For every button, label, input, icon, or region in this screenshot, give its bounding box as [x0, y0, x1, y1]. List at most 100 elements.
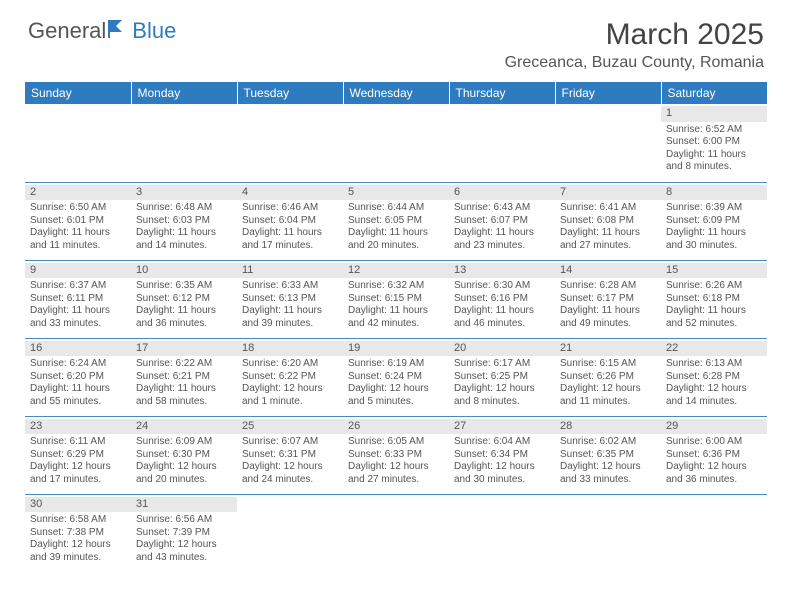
sunrise-text: Sunrise: 6:44 AM — [348, 202, 444, 215]
daylight-text: and 55 minutes. — [30, 396, 126, 409]
calendar-cell — [237, 494, 343, 572]
daylight-text: Daylight: 11 hours — [666, 305, 762, 318]
sunset-text: Sunset: 6:13 PM — [242, 293, 338, 306]
daylight-text: and 49 minutes. — [560, 318, 656, 331]
month-title: March 2025 — [505, 18, 764, 52]
daylight-text: and 27 minutes. — [348, 474, 444, 487]
calendar-cell — [131, 104, 237, 182]
calendar-cell: 8Sunrise: 6:39 AMSunset: 6:09 PMDaylight… — [661, 182, 767, 260]
sunset-text: Sunset: 6:15 PM — [348, 293, 444, 306]
day-number: 6 — [449, 185, 555, 201]
daylight-text: and 14 minutes. — [666, 396, 762, 409]
daylight-text: Daylight: 12 hours — [560, 383, 656, 396]
sunrise-text: Sunrise: 6:02 AM — [560, 436, 656, 449]
calendar-cell: 28Sunrise: 6:02 AMSunset: 6:35 PMDayligh… — [555, 416, 661, 494]
sunrise-text: Sunrise: 6:30 AM — [454, 280, 550, 293]
header: General Blue March 2025 Greceanca, Buzau… — [0, 0, 792, 76]
calendar-cell: 4Sunrise: 6:46 AMSunset: 6:04 PMDaylight… — [237, 182, 343, 260]
calendar-cell: 2Sunrise: 6:50 AMSunset: 6:01 PMDaylight… — [25, 182, 131, 260]
calendar-cell: 30Sunrise: 6:58 AMSunset: 7:38 PMDayligh… — [25, 494, 131, 572]
col-saturday: Saturday — [661, 82, 767, 104]
day-number: 3 — [131, 185, 237, 201]
calendar-cell: 22Sunrise: 6:13 AMSunset: 6:28 PMDayligh… — [661, 338, 767, 416]
sunrise-text: Sunrise: 6:09 AM — [136, 436, 232, 449]
daylight-text: Daylight: 12 hours — [560, 461, 656, 474]
logo-flag-icon — [108, 18, 130, 44]
sunset-text: Sunset: 6:16 PM — [454, 293, 550, 306]
daylight-text: Daylight: 12 hours — [242, 383, 338, 396]
calendar-cell: 3Sunrise: 6:48 AMSunset: 6:03 PMDaylight… — [131, 182, 237, 260]
calendar-cell: 25Sunrise: 6:07 AMSunset: 6:31 PMDayligh… — [237, 416, 343, 494]
sunset-text: Sunset: 6:03 PM — [136, 215, 232, 228]
daylight-text: and 11 minutes. — [30, 240, 126, 253]
daylight-text: Daylight: 11 hours — [242, 305, 338, 318]
sunrise-text: Sunrise: 6:28 AM — [560, 280, 656, 293]
calendar-cell: 20Sunrise: 6:17 AMSunset: 6:25 PMDayligh… — [449, 338, 555, 416]
day-number: 19 — [343, 341, 449, 357]
sunset-text: Sunset: 6:21 PM — [136, 371, 232, 384]
daylight-text: and 24 minutes. — [242, 474, 338, 487]
sunrise-text: Sunrise: 6:35 AM — [136, 280, 232, 293]
daylight-text: Daylight: 11 hours — [136, 305, 232, 318]
sunrise-text: Sunrise: 6:20 AM — [242, 358, 338, 371]
day-number: 22 — [661, 341, 767, 357]
logo-text-1: General — [28, 18, 106, 44]
daylight-text: Daylight: 12 hours — [454, 461, 550, 474]
daylight-text: Daylight: 11 hours — [30, 305, 126, 318]
day-number: 28 — [555, 419, 661, 435]
sunset-text: Sunset: 6:09 PM — [666, 215, 762, 228]
sunrise-text: Sunrise: 6:33 AM — [242, 280, 338, 293]
day-number: 27 — [449, 419, 555, 435]
daylight-text: Daylight: 11 hours — [242, 227, 338, 240]
daylight-text: Daylight: 11 hours — [666, 227, 762, 240]
sunrise-text: Sunrise: 6:24 AM — [30, 358, 126, 371]
daylight-text: Daylight: 11 hours — [136, 227, 232, 240]
daylight-text: Daylight: 11 hours — [560, 227, 656, 240]
calendar-row: 16Sunrise: 6:24 AMSunset: 6:20 PMDayligh… — [25, 338, 767, 416]
daylight-text: Daylight: 12 hours — [348, 461, 444, 474]
calendar-row: 2Sunrise: 6:50 AMSunset: 6:01 PMDaylight… — [25, 182, 767, 260]
daylight-text: Daylight: 11 hours — [454, 227, 550, 240]
daylight-text: and 8 minutes. — [666, 161, 762, 174]
col-wednesday: Wednesday — [343, 82, 449, 104]
col-thursday: Thursday — [449, 82, 555, 104]
daylight-text: and 17 minutes. — [242, 240, 338, 253]
day-number: 15 — [661, 263, 767, 279]
daylight-text: Daylight: 11 hours — [454, 305, 550, 318]
calendar-row: 23Sunrise: 6:11 AMSunset: 6:29 PMDayligh… — [25, 416, 767, 494]
calendar-cell — [237, 104, 343, 182]
sunrise-text: Sunrise: 6:11 AM — [30, 436, 126, 449]
daylight-text: and 23 minutes. — [454, 240, 550, 253]
day-number: 1 — [661, 106, 767, 122]
sunrise-text: Sunrise: 6:56 AM — [136, 514, 232, 527]
calendar-cell: 23Sunrise: 6:11 AMSunset: 6:29 PMDayligh… — [25, 416, 131, 494]
calendar-cell: 1Sunrise: 6:52 AMSunset: 6:00 PMDaylight… — [661, 104, 767, 182]
location: Greceanca, Buzau County, Romania — [505, 54, 764, 72]
daylight-text: Daylight: 12 hours — [666, 461, 762, 474]
day-number: 18 — [237, 341, 343, 357]
day-number: 5 — [343, 185, 449, 201]
calendar-cell — [555, 104, 661, 182]
sunrise-text: Sunrise: 6:37 AM — [30, 280, 126, 293]
sunrise-text: Sunrise: 6:13 AM — [666, 358, 762, 371]
calendar-cell: 17Sunrise: 6:22 AMSunset: 6:21 PMDayligh… — [131, 338, 237, 416]
daylight-text: and 8 minutes. — [454, 396, 550, 409]
daylight-text: and 20 minutes. — [136, 474, 232, 487]
sunset-text: Sunset: 6:08 PM — [560, 215, 656, 228]
logo: General Blue — [28, 18, 176, 44]
calendar-cell: 26Sunrise: 6:05 AMSunset: 6:33 PMDayligh… — [343, 416, 449, 494]
sunset-text: Sunset: 6:24 PM — [348, 371, 444, 384]
sunrise-text: Sunrise: 6:19 AM — [348, 358, 444, 371]
day-number: 8 — [661, 185, 767, 201]
daylight-text: Daylight: 12 hours — [348, 383, 444, 396]
calendar-cell: 14Sunrise: 6:28 AMSunset: 6:17 PMDayligh… — [555, 260, 661, 338]
sunset-text: Sunset: 7:38 PM — [30, 527, 126, 540]
sunrise-text: Sunrise: 6:32 AM — [348, 280, 444, 293]
sunrise-text: Sunrise: 6:04 AM — [454, 436, 550, 449]
daylight-text: and 33 minutes. — [30, 318, 126, 331]
logo-text-2: Blue — [132, 18, 176, 44]
sunset-text: Sunset: 6:04 PM — [242, 215, 338, 228]
daylight-text: Daylight: 11 hours — [560, 305, 656, 318]
sunrise-text: Sunrise: 6:22 AM — [136, 358, 232, 371]
calendar-cell: 5Sunrise: 6:44 AMSunset: 6:05 PMDaylight… — [343, 182, 449, 260]
